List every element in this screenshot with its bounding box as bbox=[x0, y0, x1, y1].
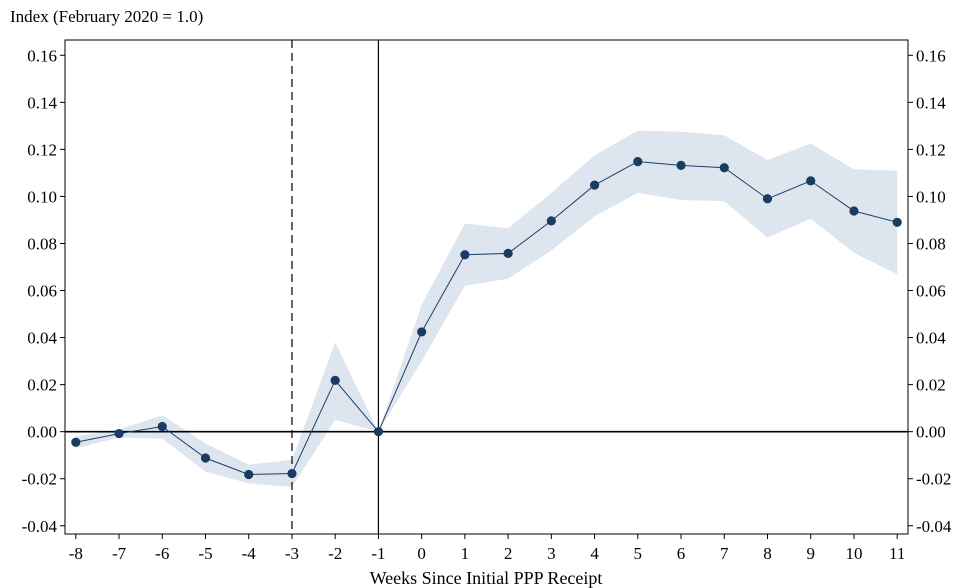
x-tick-label: 1 bbox=[461, 544, 470, 563]
data-point bbox=[633, 157, 643, 167]
data-point bbox=[114, 428, 124, 439]
y-tick-label-right: 0.04 bbox=[916, 329, 946, 348]
y-tick-label-right: 0.14 bbox=[916, 93, 946, 112]
y-tick-label-left: 0.10 bbox=[27, 187, 57, 206]
x-tick-label: 2 bbox=[504, 544, 513, 563]
y-tick-label-left: 0.12 bbox=[27, 140, 57, 159]
confidence-band-layer bbox=[75, 130, 898, 487]
series-line bbox=[75, 161, 898, 476]
x-tick-label: -1 bbox=[371, 544, 385, 563]
x-tick-label: 11 bbox=[889, 544, 905, 563]
x-tick-label: 9 bbox=[806, 544, 815, 563]
x-tick-label: 6 bbox=[677, 544, 686, 563]
x-tick-label: 0 bbox=[417, 544, 426, 563]
data-point bbox=[503, 248, 513, 258]
data-point bbox=[460, 250, 470, 260]
y-tick-label-right: 0.12 bbox=[916, 140, 946, 159]
x-tick-label: 3 bbox=[547, 544, 556, 563]
data-point bbox=[373, 427, 384, 437]
x-tick-label: -7 bbox=[112, 544, 127, 563]
data-point bbox=[417, 327, 427, 337]
y-tick-label-left: 0.04 bbox=[27, 329, 57, 348]
data-point bbox=[200, 453, 211, 463]
x-tick-label: -5 bbox=[198, 544, 212, 563]
y-tick-label-right: 0.02 bbox=[916, 376, 946, 395]
plot-frame bbox=[64, 39, 909, 535]
y-tick-label-right: -0.04 bbox=[916, 517, 952, 536]
reference-lines bbox=[65, 40, 908, 534]
x-tick-label: 7 bbox=[720, 544, 729, 563]
y-tick-label-left: -0.02 bbox=[22, 470, 57, 489]
y-tick-label-left: -0.04 bbox=[22, 517, 58, 536]
x-tick-label: -8 bbox=[69, 544, 83, 563]
series-layer bbox=[71, 157, 902, 480]
x-tick-label: -3 bbox=[285, 544, 299, 563]
data-point bbox=[762, 194, 773, 204]
data-point bbox=[849, 206, 859, 216]
y-tick-label-left: 0.08 bbox=[27, 234, 57, 253]
y-tick-label-right: 0.00 bbox=[916, 423, 946, 442]
y-tick-label-left: 0.16 bbox=[27, 46, 57, 65]
x-tick-label: -4 bbox=[242, 544, 257, 563]
y-tick-label-left: 0.02 bbox=[27, 376, 57, 395]
data-point bbox=[244, 469, 254, 480]
y-tick-label-right: 0.06 bbox=[916, 282, 946, 301]
x-tick-label: 5 bbox=[634, 544, 643, 563]
data-point bbox=[330, 375, 340, 385]
data-point bbox=[546, 216, 556, 226]
data-point bbox=[287, 468, 297, 479]
data-point bbox=[71, 437, 81, 447]
x-tick-label: 8 bbox=[763, 544, 772, 563]
data-point bbox=[806, 176, 816, 186]
y-tick-label-left: 0.00 bbox=[27, 423, 57, 442]
y-tick-label-right: 0.10 bbox=[916, 187, 946, 206]
y-axis-title: Index (February 2020 = 1.0) bbox=[10, 7, 204, 26]
y-tick-label-right: 0.08 bbox=[916, 234, 946, 253]
x-tick-label: 4 bbox=[590, 544, 599, 563]
axis-layer: -0.04 -0.04 -0.02 -0.02 0.00 0.00 0.02 0.02 0.04… bbox=[22, 46, 952, 563]
y-tick-label-right: -0.02 bbox=[916, 470, 951, 489]
y-tick-label-left: 0.06 bbox=[27, 282, 57, 301]
data-point bbox=[719, 163, 729, 173]
data-point bbox=[676, 160, 686, 170]
data-point bbox=[157, 421, 167, 432]
data-point bbox=[892, 217, 902, 227]
data-point bbox=[589, 180, 600, 190]
y-tick-label-right: 0.16 bbox=[916, 46, 946, 65]
x-tick-label: -2 bbox=[328, 544, 342, 563]
confidence-band bbox=[75, 130, 898, 487]
x-tick-label: -6 bbox=[155, 544, 169, 563]
y-tick-label-left: 0.14 bbox=[27, 93, 57, 112]
x-tick-label: 10 bbox=[845, 544, 862, 563]
x-axis-title: Weeks Since Initial PPP Receipt bbox=[370, 568, 603, 588]
